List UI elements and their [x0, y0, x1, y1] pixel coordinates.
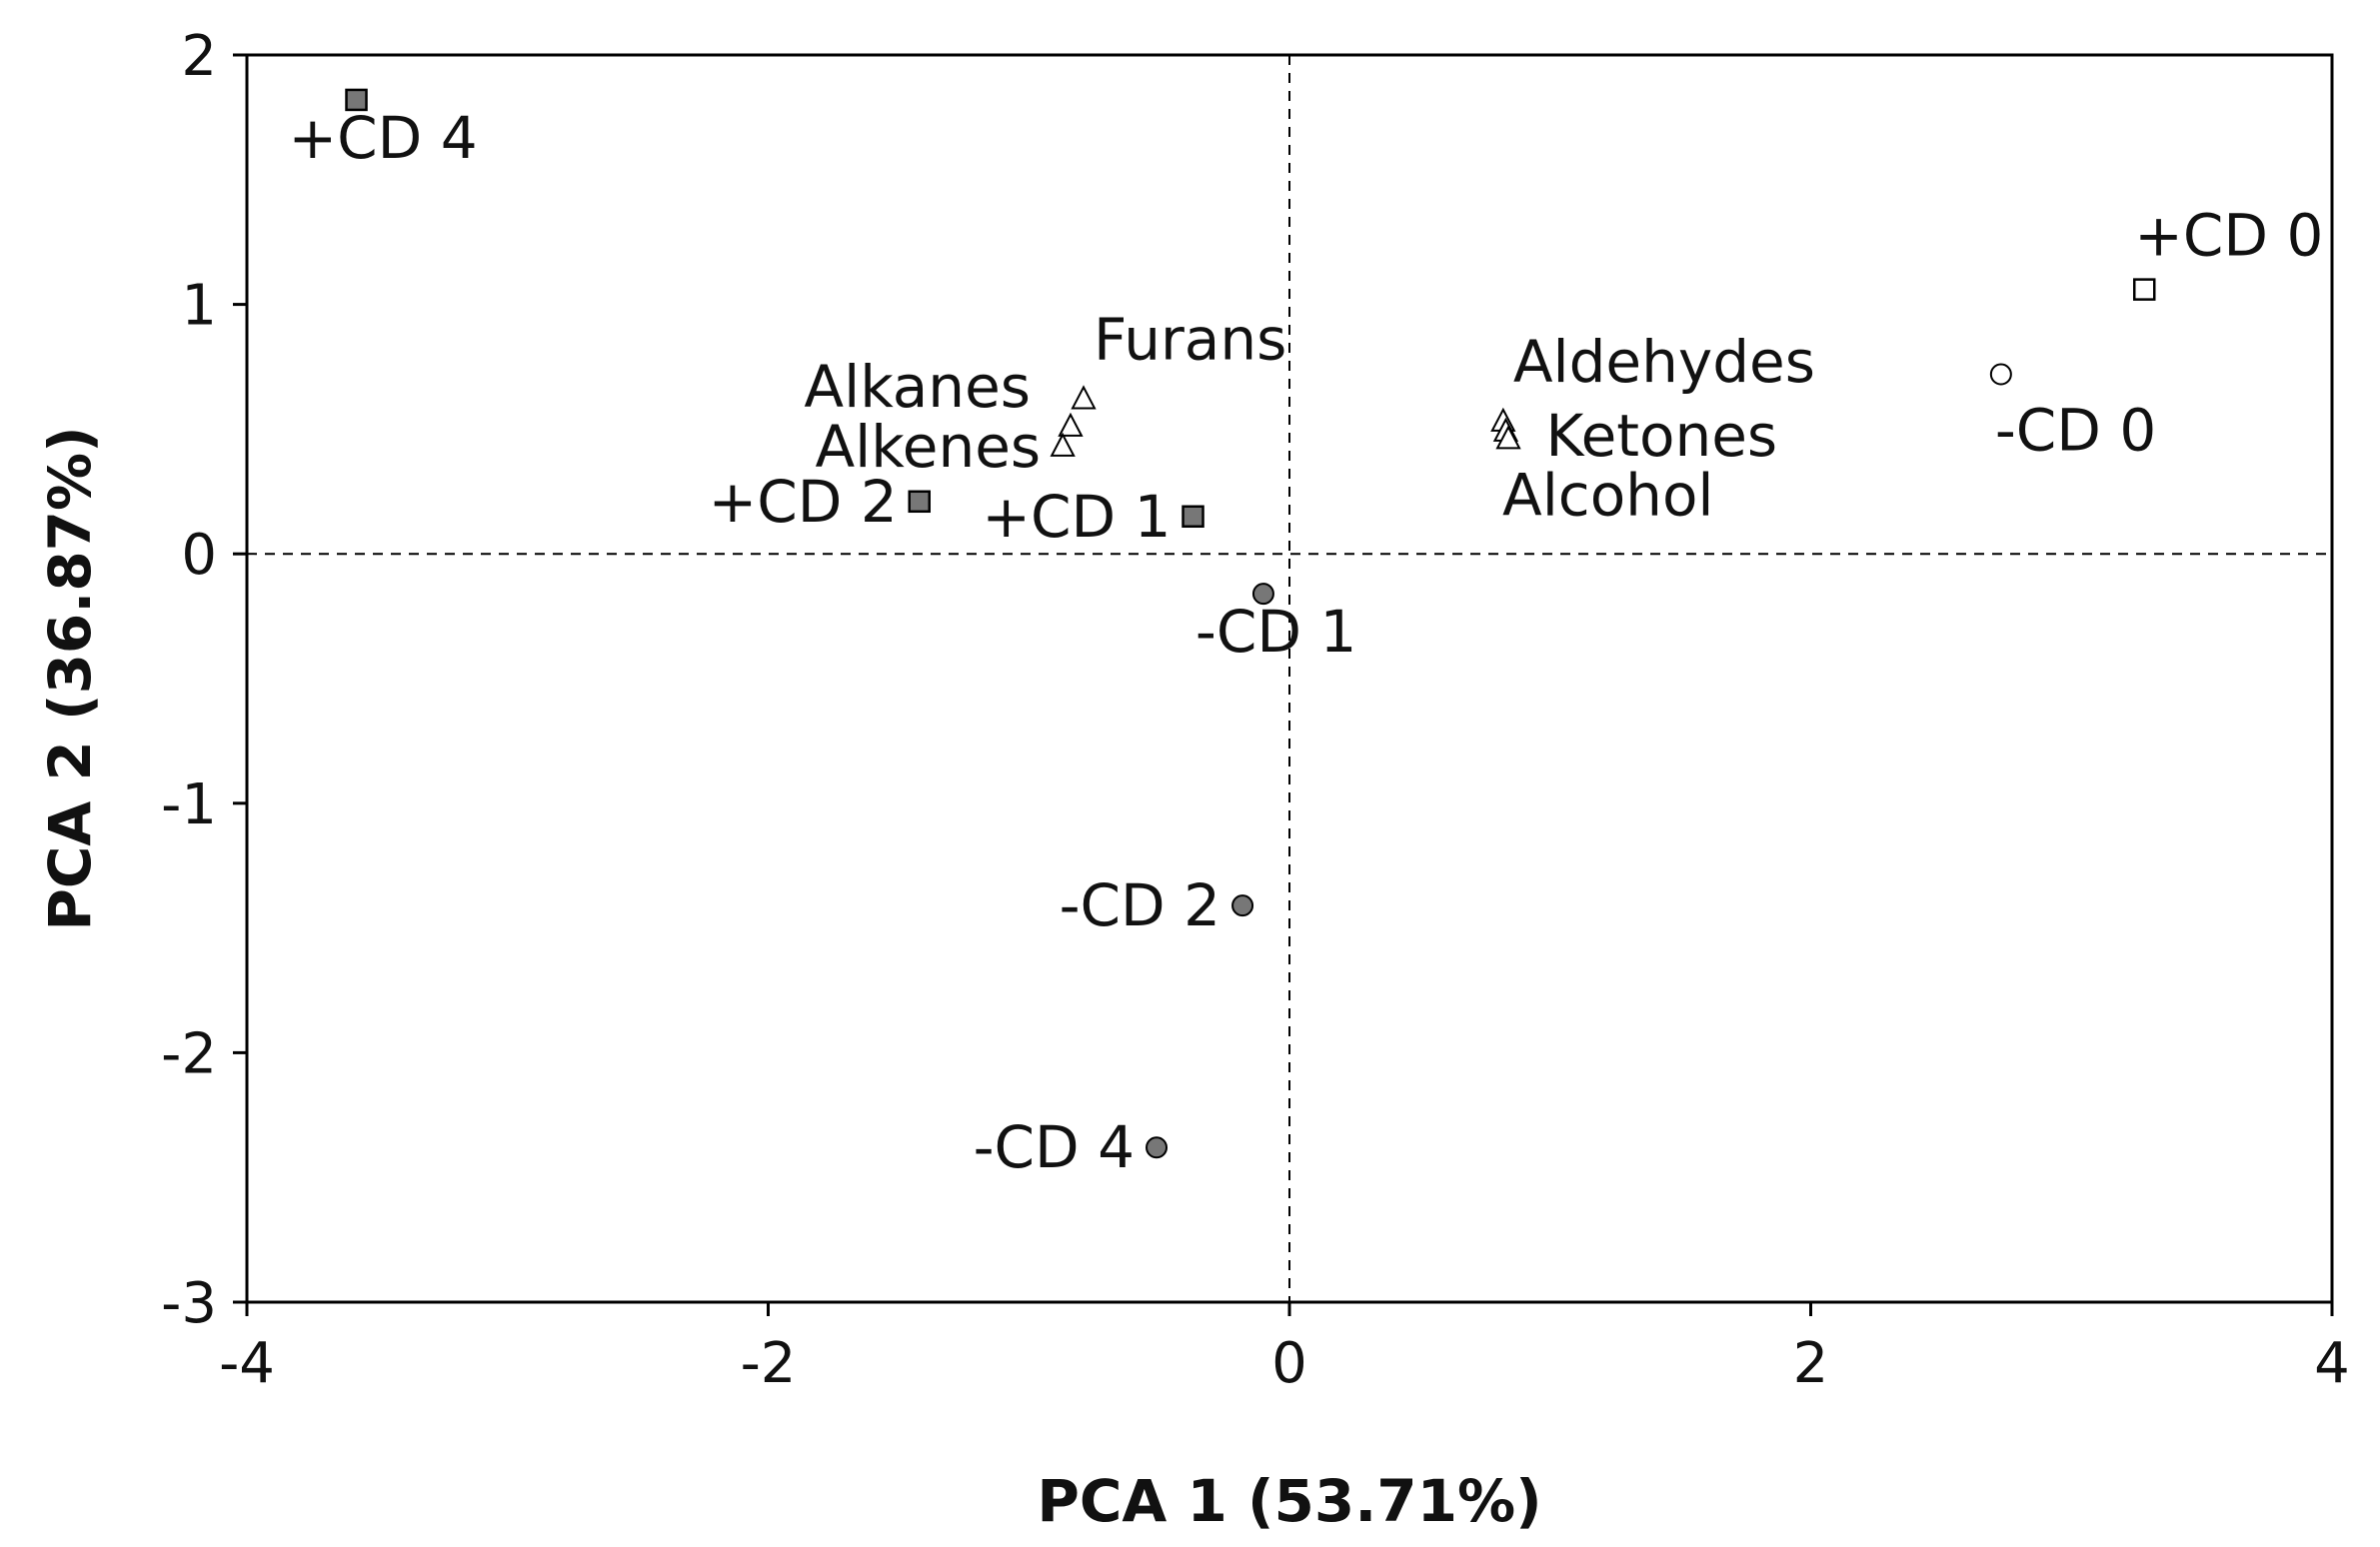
point-ketones-label: Ketones [1545, 402, 1777, 470]
x-tick-label: 4 [2314, 1331, 2350, 1396]
point-cd-0-label: +CD 0 [2134, 202, 2323, 270]
y-tick-label: -2 [161, 1021, 217, 1086]
point-cd-2-marker [1231, 894, 1254, 917]
reference-lines [247, 55, 2332, 1302]
x-tick-label: -4 [219, 1331, 275, 1396]
point-cd-2-label: -CD 2 [1060, 871, 1220, 939]
point-cd-2-label: +CD 2 [709, 468, 898, 536]
point-cd-4-label: +CD 4 [289, 104, 478, 172]
x-tick-label: -2 [741, 1331, 797, 1396]
point-furans-label: Furans [1094, 305, 1286, 373]
point-furans-marker [1071, 385, 1097, 410]
x-axis-title: PCA 1 (53.71%) [1037, 1467, 1541, 1535]
point-cd-1-label: -CD 1 [1195, 598, 1356, 666]
y-tick-label: -1 [161, 773, 217, 837]
y-tick-label: 0 [181, 523, 217, 588]
point-cd-2-marker [908, 490, 931, 514]
data-points [345, 88, 2156, 1159]
point-aldehydes-label: Aldehydes [1513, 328, 1815, 396]
y-tick-label: 1 [181, 274, 217, 339]
point-cd-0-label: -CD 0 [1995, 396, 2156, 464]
point-cd-4-marker [345, 88, 368, 112]
point-cd-1-marker [1251, 583, 1274, 606]
point-cd-4-label: -CD 4 [974, 1113, 1135, 1181]
point-labels: +CD 4 +CD 2 +CD 1 +CD 0 -CD 0 -CD 1 -CD 2 -CD 4… [289, 104, 2324, 1181]
x-axis-ticks: -4 -2 0 2 4 [219, 1302, 2350, 1396]
point-cd-0-marker [1989, 363, 2012, 386]
point-cd-4-marker [1146, 1136, 1169, 1159]
point-alkanes-label: Alkanes [804, 353, 1031, 421]
x-tick-label: 0 [1271, 1331, 1307, 1396]
y-tick-label: 2 [181, 24, 217, 89]
x-tick-label: 2 [1793, 1331, 1829, 1396]
point-alkenes-marker [1050, 432, 1076, 457]
point-alkanes-marker [1058, 412, 1084, 437]
y-axis-title: PCA 2 (36.87%) [36, 426, 104, 930]
y-axis-ticks: -3 -2 -1 0 1 2 [161, 24, 247, 1336]
point-cd-1-label: +CD 1 [982, 483, 1171, 551]
point-cd-1-marker [1182, 505, 1204, 529]
point-alkenes-label: Alkenes [815, 413, 1041, 481]
y-tick-label: -3 [161, 1271, 217, 1336]
point-cd-0-marker [2133, 278, 2156, 301]
point-alcohol-label: Alcohol [1502, 461, 1714, 529]
point-alcohol-marker [1495, 425, 1521, 450]
